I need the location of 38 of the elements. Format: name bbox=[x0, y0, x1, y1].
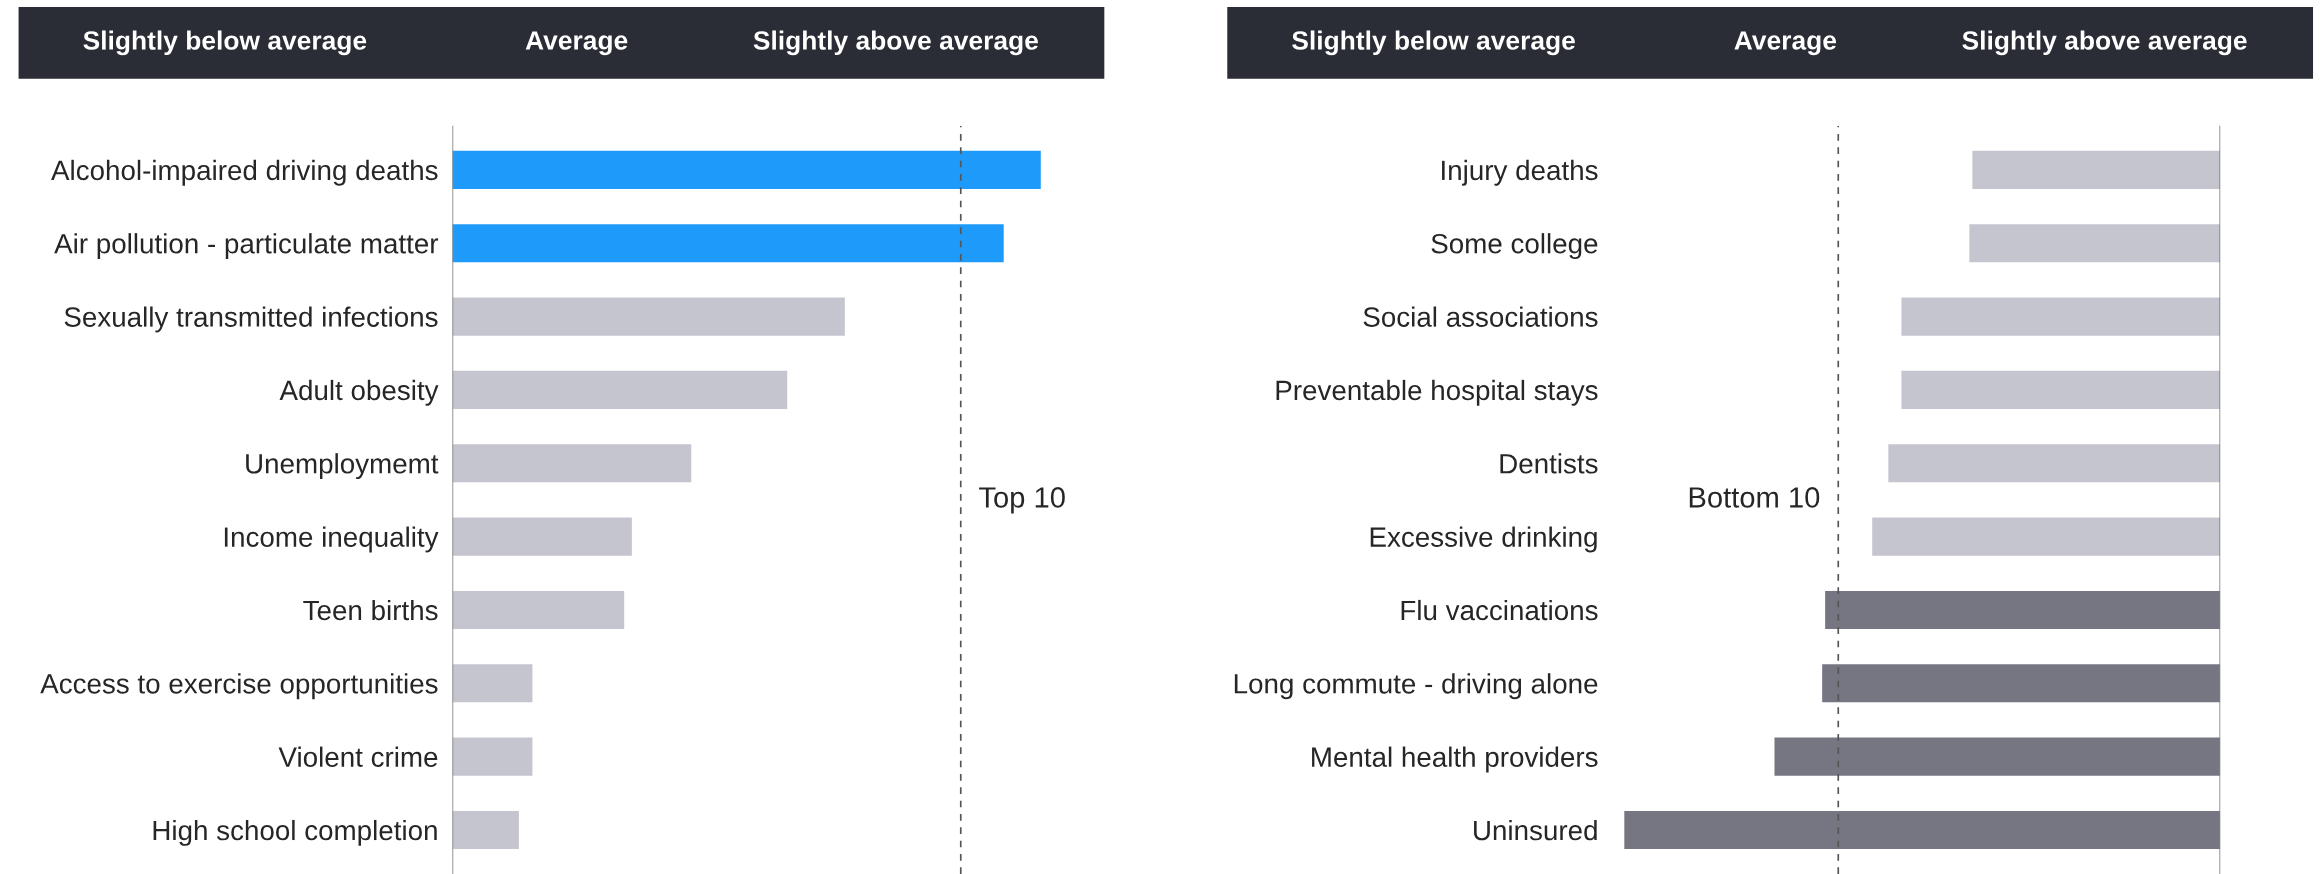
ref-line-label: Top 10 bbox=[979, 487, 1065, 514]
y-tick-label: Mental health providers bbox=[1312, 746, 1598, 773]
y-tick-label: Injury deaths bbox=[1442, 159, 1598, 186]
y-tick-label: High school completion bbox=[153, 819, 437, 846]
bar bbox=[452, 517, 632, 556]
y-tick-label: Sexually transmitted infections bbox=[64, 306, 438, 333]
text: Slightly above average bbox=[1962, 30, 2247, 56]
text: Average bbox=[525, 31, 628, 56]
y-tick-label: Flu vaccinations bbox=[1401, 599, 1598, 621]
bar bbox=[452, 224, 1004, 263]
y-tick-label: Air pollution - particulate matter bbox=[54, 233, 439, 260]
bar bbox=[452, 444, 692, 483]
text: Slightly below average bbox=[83, 30, 367, 56]
y-tick-label: Some college bbox=[1431, 233, 1598, 260]
y-tick-label: Violent crime bbox=[278, 746, 438, 767]
y-tick-label: Social associations bbox=[1363, 306, 1598, 327]
bar bbox=[452, 664, 533, 703]
y-tick-label: Dentists bbox=[1500, 453, 1598, 474]
y-tick-label: Access to exercise opportunities bbox=[40, 673, 438, 700]
y-tick-label: Long commute - driving alone bbox=[1234, 673, 1598, 700]
bar bbox=[452, 150, 1041, 189]
bar bbox=[452, 737, 533, 776]
bar bbox=[452, 370, 788, 409]
y-tick-label: Uninsured bbox=[1474, 819, 1597, 841]
text: Slightly above average bbox=[753, 30, 1038, 56]
y-tick-label: Excessive drinking bbox=[1370, 526, 1597, 553]
y-tick-label: Unemploymemt bbox=[246, 453, 439, 480]
ref-line-label: Bottom 10 bbox=[1689, 487, 1820, 508]
bar bbox=[452, 590, 625, 630]
y-tick-label: Preventable hospital stays bbox=[1276, 379, 1598, 406]
bar bbox=[452, 810, 519, 850]
y-tick-label: Adult obesity bbox=[279, 379, 439, 406]
text: Slightly below average bbox=[1292, 30, 1575, 56]
text: Average bbox=[1734, 31, 1837, 56]
y-tick-label: Teen births bbox=[303, 599, 438, 621]
y-tick-label: Alcohol-impaired driving deaths bbox=[51, 159, 438, 186]
y-tick-label: Income inequality bbox=[224, 526, 439, 553]
bar bbox=[452, 297, 845, 336]
